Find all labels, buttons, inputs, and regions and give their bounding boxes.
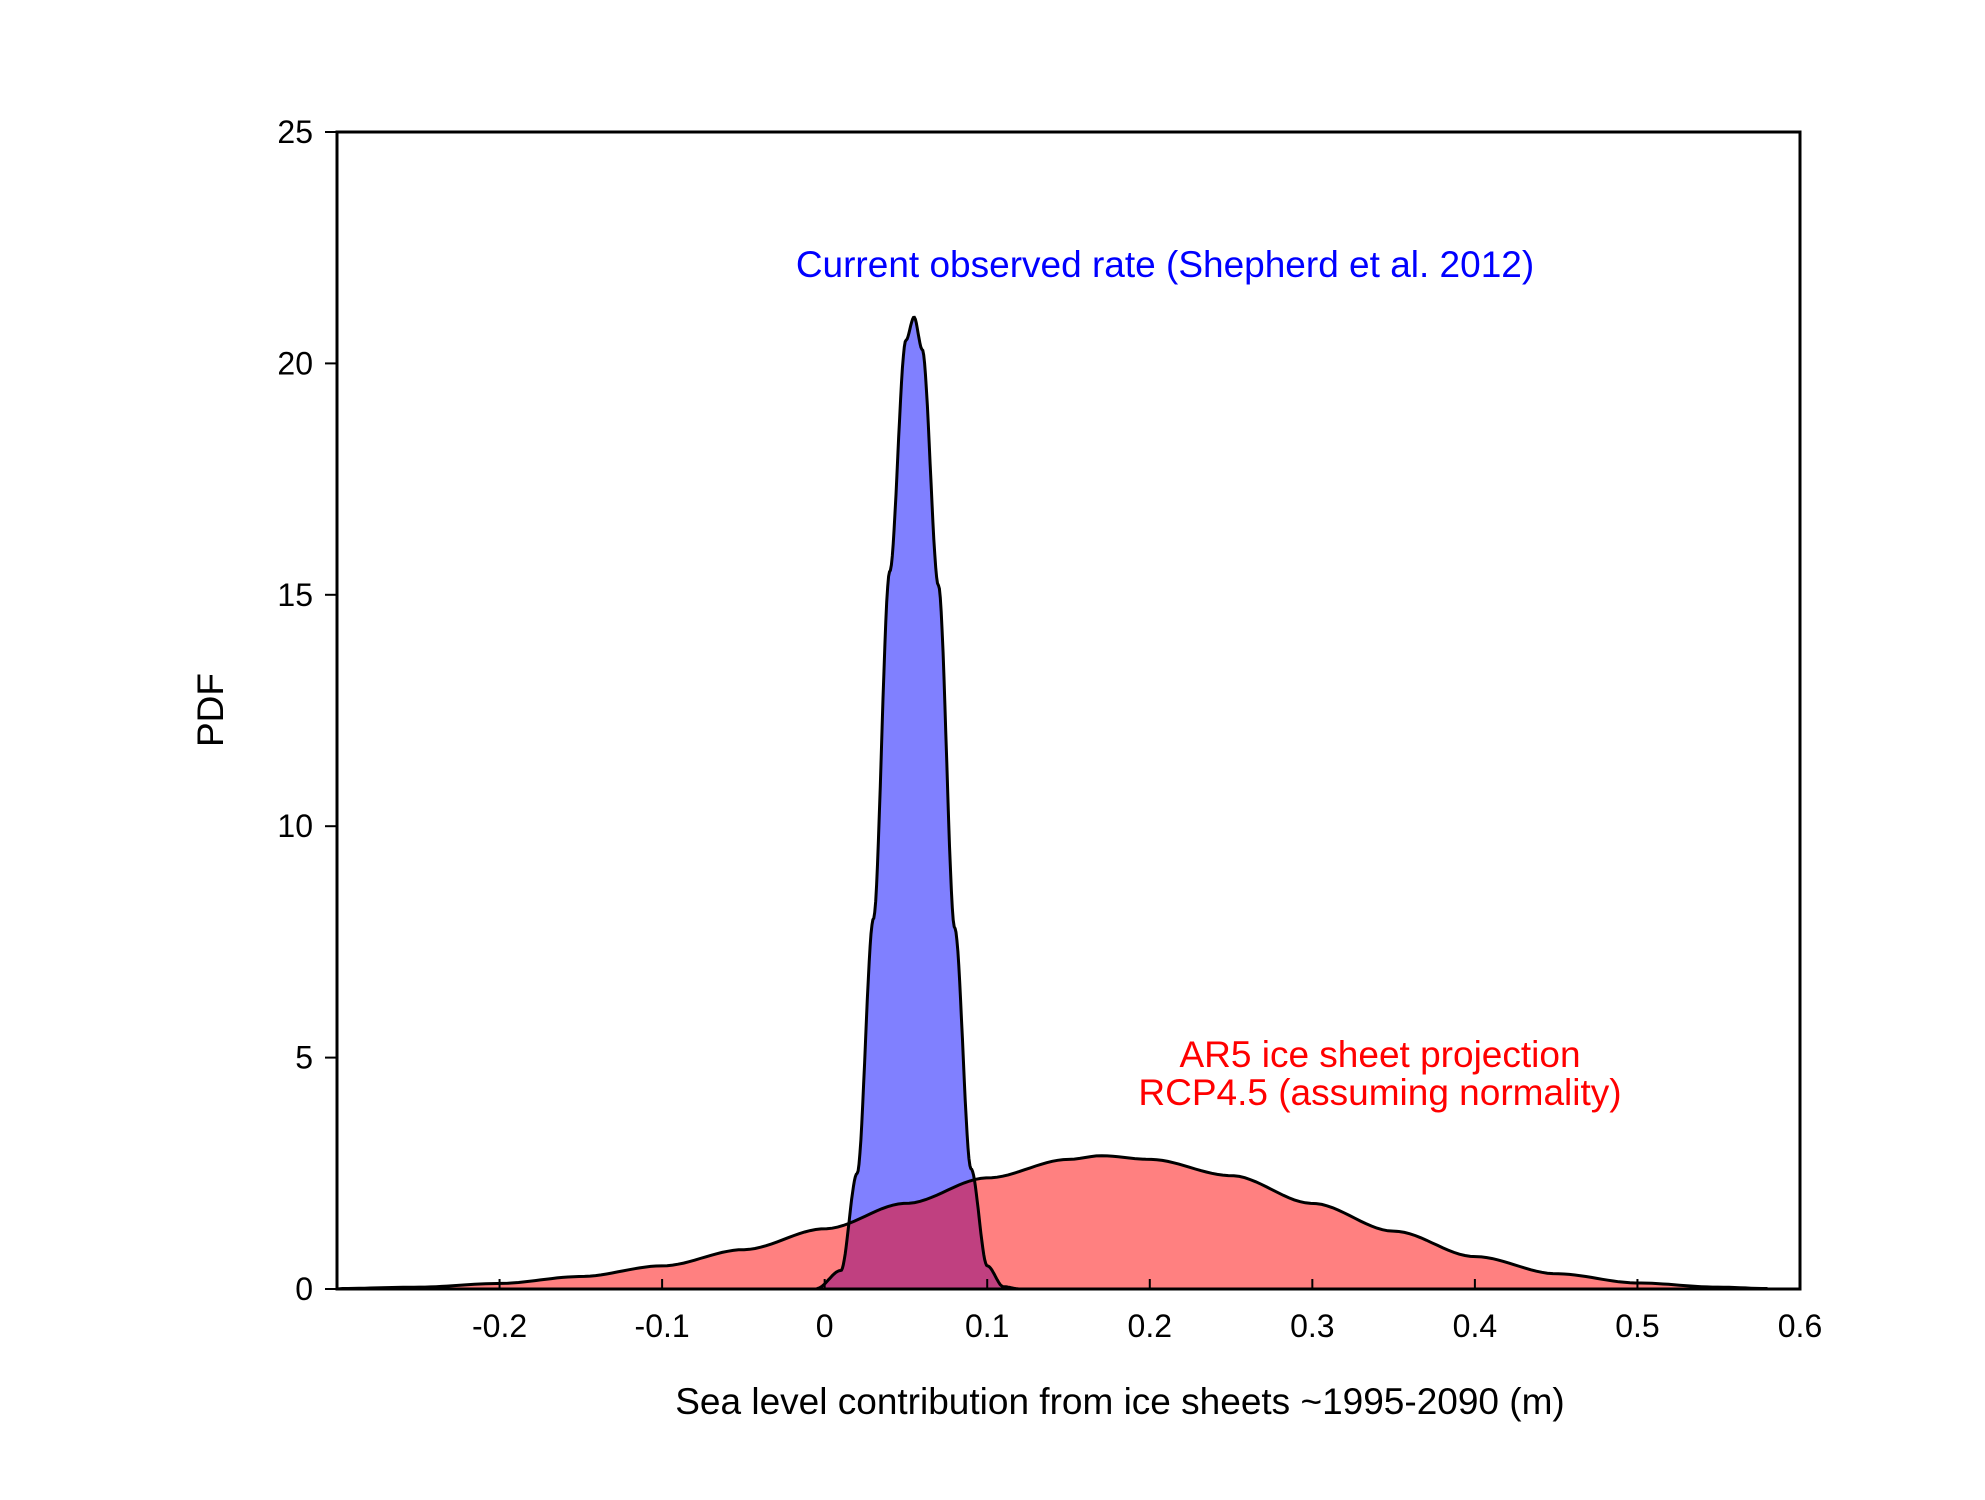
y-tick-label: 20	[277, 345, 313, 381]
plot-area	[337, 315, 1768, 1289]
y-tick-label: 25	[277, 114, 313, 150]
annotation-observed-rate: Current observed rate (Shepherd et al. 2…	[796, 244, 1534, 285]
series-red-outline	[337, 1154, 1768, 1289]
axes: -0.2 -0.1 0 0.1 0.2 0.3 0.4 0.5 0.6 0 5 10 15 20 25	[277, 114, 1822, 1344]
x-tick-label: 0.6	[1778, 1308, 1822, 1344]
series-blue-outline	[815, 315, 1020, 1289]
series-red-area	[337, 1155, 1768, 1289]
x-tick-label: 0.4	[1453, 1308, 1497, 1344]
series-overlap-area	[816, 1179, 1020, 1289]
plot-frame	[335, 130, 1802, 1291]
x-tick-label: 0.3	[1290, 1308, 1334, 1344]
annotation-rcp45-normality: RCP4.5 (assuming normality)	[1138, 1072, 1621, 1113]
x-tick-label: 0.5	[1615, 1308, 1659, 1344]
x-axis-label: Sea level contribution from ice sheets ~…	[675, 1381, 1565, 1422]
series-blue-area	[816, 317, 1020, 1289]
x-tick-label: 0.1	[965, 1308, 1009, 1344]
y-tick-label: 0	[295, 1271, 313, 1307]
y-tick-label: 5	[295, 1040, 313, 1076]
x-tick-label: -0.2	[472, 1308, 527, 1344]
annotations: Current observed rate (Shepherd et al. 2…	[796, 244, 1622, 1113]
x-tick-label: 0	[816, 1308, 834, 1344]
y-tick-label: 10	[277, 808, 313, 844]
x-tick-label: -0.1	[635, 1308, 690, 1344]
annotation-ar5-projection: AR5 ice sheet projection	[1179, 1034, 1580, 1075]
x-tick-label: 0.2	[1128, 1308, 1172, 1344]
y-axis-label: PDF	[190, 673, 231, 747]
y-tick-label: 15	[277, 577, 313, 613]
